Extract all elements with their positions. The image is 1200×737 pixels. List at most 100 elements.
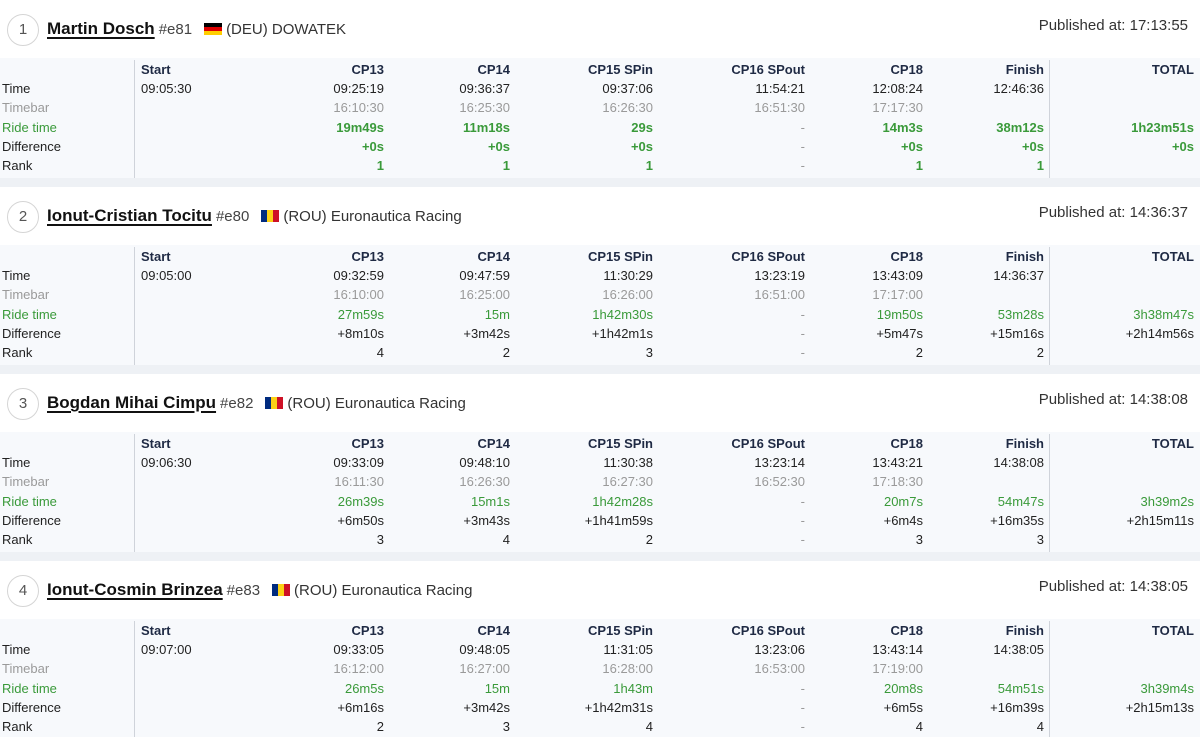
column-divider xyxy=(1049,247,1050,365)
difference-cell: +0s xyxy=(1021,139,1044,154)
published-time: 14:38:08 xyxy=(1129,391,1188,408)
difference-cell: +0s xyxy=(487,139,510,154)
rank-cell: 4 xyxy=(645,719,653,734)
flag-rou-icon xyxy=(261,207,280,222)
difference-cell: +2h15m13s xyxy=(1125,700,1194,715)
rank-cell: 2 xyxy=(1036,345,1044,360)
ride-time-cell: 38m12s xyxy=(996,120,1044,135)
column-header: Finish xyxy=(1005,623,1044,638)
rider-result-block: 1 Martin Dosch #e81 (DEU) DOWATEK Published … xyxy=(0,0,1200,187)
time-cell: 09:47:59 xyxy=(459,268,510,283)
time-cell: 13:43:14 xyxy=(872,642,923,657)
column-header: Start xyxy=(141,62,171,77)
ride-time-cell: 26m5s xyxy=(344,681,384,696)
rank-cell: 3 xyxy=(502,719,510,734)
rider-name-link[interactable]: Martin Dosch xyxy=(47,19,155,38)
row-label-difference: Difference xyxy=(2,700,62,715)
rank-cell: 3 xyxy=(1036,532,1044,547)
team-name: (DEU) DOWATEK xyxy=(226,21,347,38)
difference-cell: +2h14m56s xyxy=(1125,326,1194,341)
block-separator xyxy=(0,552,1200,561)
column-header: Finish xyxy=(1005,62,1044,77)
column-header: CP13 xyxy=(351,249,384,264)
time-cell: 13:43:09 xyxy=(872,268,923,283)
column-header: CP14 xyxy=(477,623,510,638)
published-at: Published at: 14:38:08 xyxy=(1039,391,1188,408)
timebar-cell: 16:26:30 xyxy=(602,100,653,115)
column-header: Start xyxy=(141,436,171,451)
ride-time-cell: 26m39s xyxy=(337,494,384,509)
timebar-cell: 16:25:30 xyxy=(459,100,510,115)
position-badge: 1 xyxy=(7,14,39,46)
column-divider xyxy=(1049,60,1050,178)
rider-name-link[interactable]: Bogdan Mihai Cimpu xyxy=(47,393,217,412)
timebar-cell: 16:53:00 xyxy=(754,661,805,676)
row-label-ride-time: Ride time xyxy=(2,681,57,696)
column-header: TOTAL xyxy=(1151,62,1194,77)
rank-cell: 2 xyxy=(645,532,653,547)
column-header: CP13 xyxy=(351,62,384,77)
column-header: CP16 SPout xyxy=(731,623,805,638)
team-name: (ROU) Euronautica Racing xyxy=(283,208,462,225)
difference-cell: +2h15m11s xyxy=(1126,513,1194,528)
difference-cell: - xyxy=(800,139,805,154)
row-label-ride-time: Ride time xyxy=(2,307,57,322)
ride-time-cell: 54m47s xyxy=(997,494,1044,509)
rider-number: #e83 xyxy=(226,582,261,599)
column-header: CP15 SPin xyxy=(587,436,653,451)
column-header: CP18 xyxy=(890,623,923,638)
column-header: CP14 xyxy=(477,436,510,451)
time-cell: 12:08:24 xyxy=(872,81,923,96)
rider-header: 1 Martin Dosch #e81 (DEU) DOWATEK Published … xyxy=(0,0,1200,58)
column-header: CP16 SPout xyxy=(731,436,805,451)
difference-cell: +6m4s xyxy=(883,513,923,528)
difference-cell: +0s xyxy=(900,139,923,154)
rank-cell: 2 xyxy=(502,345,510,360)
position-badge: 4 xyxy=(7,575,39,607)
rank-cell: 4 xyxy=(915,719,923,734)
checkpoint-table: Start CP13 CP14 CP15 SPin CP16 SPout CP18 Fini… xyxy=(0,58,1200,178)
ride-time-cell: 1h42m30s xyxy=(592,307,653,322)
checkpoint-table: Start CP13 CP14 CP15 SPin CP16 SPout CP18 Fini… xyxy=(0,619,1200,737)
column-header: Start xyxy=(141,623,171,638)
rider-name-link[interactable]: Ionut-Cosmin Brinzea xyxy=(47,580,223,599)
row-label-difference: Difference xyxy=(2,326,62,341)
published-label: Published at: xyxy=(1038,17,1130,34)
difference-cell: - xyxy=(800,513,805,528)
time-cell: 09:33:09 xyxy=(333,455,384,470)
time-cell: 09:05:00 xyxy=(141,268,192,283)
column-header: TOTAL xyxy=(1151,436,1194,451)
timebar-cell: 16:25:00 xyxy=(459,287,510,302)
column-header: CP14 xyxy=(477,249,510,264)
rider-name-link[interactable]: Ionut-Cristian Tocitu xyxy=(47,206,212,225)
rank-cell: 2 xyxy=(915,345,923,360)
position-badge: 2 xyxy=(7,201,39,233)
column-header: TOTAL xyxy=(1151,249,1194,264)
ride-time-cell: 19m50s xyxy=(876,307,923,322)
published-label: Published at: xyxy=(1038,204,1130,221)
rider-number: #e81 xyxy=(158,21,193,38)
rider-header: 2 Ionut-Cristian Tocitu #e80 (ROU) Euronaut… xyxy=(0,187,1200,245)
timebar-cell: 16:27:30 xyxy=(602,474,653,489)
column-header: CP14 xyxy=(477,62,510,77)
ride-time-cell: 54m51s xyxy=(997,681,1044,696)
difference-cell: - xyxy=(800,700,805,715)
timebar-cell: 16:10:00 xyxy=(333,287,384,302)
column-divider xyxy=(1049,434,1050,552)
row-label-difference: Difference xyxy=(2,139,62,154)
time-cell: 09:48:10 xyxy=(459,455,510,470)
row-label-rank: Rank xyxy=(2,158,33,173)
rank-cell: 3 xyxy=(645,345,653,360)
timebar-cell: 16:11:30 xyxy=(334,474,384,489)
checkpoint-table: Start CP13 CP14 CP15 SPin CP16 SPout CP18 Fini… xyxy=(0,245,1200,365)
rank-cell: 1 xyxy=(502,158,510,173)
timebar-cell: 16:27:00 xyxy=(459,661,510,676)
published-at: Published at: 17:13:55 xyxy=(1039,17,1188,34)
difference-cell: +6m16s xyxy=(337,700,384,715)
rank-cell: - xyxy=(800,158,805,173)
published-time: 14:38:05 xyxy=(1129,578,1188,595)
timebar-cell: 16:52:30 xyxy=(754,474,805,489)
difference-cell: +16m35s xyxy=(990,513,1044,528)
row-label-rank: Rank xyxy=(2,532,33,547)
rider-info-line: Martin Dosch #e81 (DEU) DOWATEK xyxy=(47,18,346,41)
